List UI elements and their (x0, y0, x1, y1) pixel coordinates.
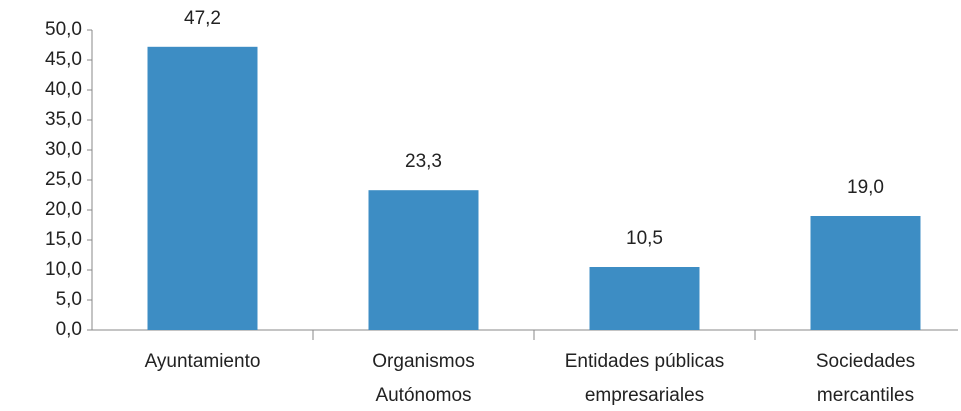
data-label: 47,2 (184, 8, 221, 29)
x-tick-label: Ayuntamiento (144, 351, 261, 372)
bar (147, 46, 258, 331)
y-tick-label: 5,0 (56, 289, 82, 310)
y-tick-label: 30,0 (45, 139, 82, 160)
bar (589, 267, 700, 330)
data-label: 10,5 (626, 228, 663, 249)
y-tick-label: 20,0 (45, 199, 82, 220)
y-tick-label: 25,0 (45, 169, 82, 190)
bar (368, 190, 479, 330)
y-tick-label: 50,0 (45, 19, 82, 40)
data-label: 23,3 (405, 151, 442, 172)
y-tick-label: 45,0 (45, 49, 82, 70)
y-tick-label: 10,0 (45, 259, 82, 280)
y-tick-label: 35,0 (45, 109, 82, 130)
x-tick-label: Organismos Autónomos (372, 351, 475, 406)
x-tick-label: Entidades públicas empresariales (564, 351, 725, 406)
y-tick-label: 15,0 (45, 229, 82, 250)
y-tick-label: 40,0 (45, 79, 82, 100)
bar (810, 216, 921, 330)
x-tick-label: Sociedades mercantiles (815, 351, 916, 406)
y-tick-label: 0,0 (56, 319, 82, 340)
data-label: 19,0 (847, 177, 884, 198)
